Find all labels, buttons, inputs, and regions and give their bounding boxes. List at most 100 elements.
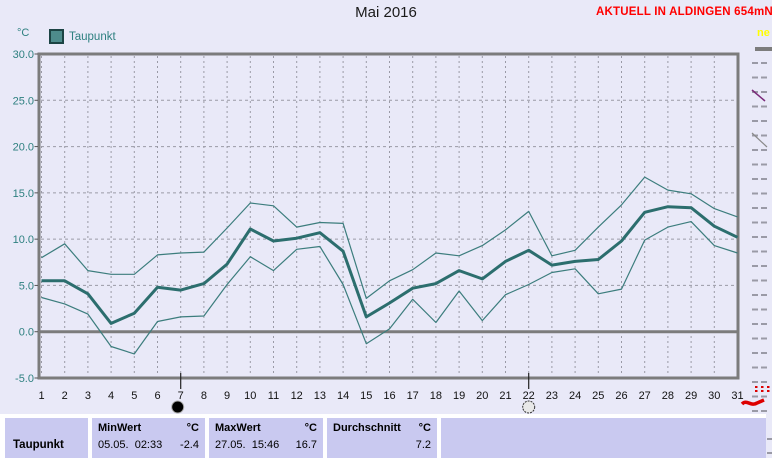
- x-axis-day-label: 3: [85, 390, 91, 402]
- x-axis-day-label: 17: [407, 390, 419, 402]
- min-header: MinWert: [98, 422, 142, 434]
- side-panel-tick: [752, 250, 758, 253]
- side-panel-red-dot: [761, 386, 764, 388]
- x-axis-day-label: 6: [154, 390, 160, 402]
- side-panel-top-bar: [755, 47, 772, 51]
- legend: Taupunkt: [49, 29, 116, 44]
- y-axis-tick-label: 20.0: [13, 142, 34, 154]
- min-unit: °C: [186, 422, 199, 434]
- side-panel-tick: [752, 221, 758, 224]
- stats-cell-min: MinWert °C 05.05. 02:33 -2.4: [92, 418, 205, 458]
- side-panel-red-line: [740, 398, 765, 406]
- side-panel-tick: [761, 294, 767, 296]
- x-axis-day-label: 24: [569, 390, 581, 402]
- side-panel-tick: [752, 207, 758, 209]
- side-panel-tick: [752, 163, 758, 166]
- side-panel-tick: [761, 91, 767, 93]
- y-axis-tick-label: 15.0: [13, 188, 34, 200]
- side-panel-tick: [752, 410, 758, 412]
- side-panel-tick: [761, 265, 767, 267]
- side-panel-tick: [761, 337, 767, 340]
- side-panel-red-dot: [767, 386, 770, 388]
- side-panel-tick: [752, 366, 758, 369]
- y-axis-tick-label: -5.0: [15, 373, 34, 385]
- side-panel-red-dot: [755, 390, 758, 392]
- legend-swatch-icon: [49, 29, 64, 44]
- x-axis-day-label: 18: [430, 390, 442, 402]
- x-axis-day-label: 25: [592, 390, 604, 402]
- side-panel-label-fragment: ne: [757, 27, 770, 39]
- page-title: Mai 2016: [355, 4, 417, 21]
- avg-value: 7.2: [415, 439, 431, 451]
- x-axis-day-label: 27: [639, 390, 651, 402]
- x-axis-day-label: 23: [546, 390, 558, 402]
- y-axis-tick-label: 0.0: [19, 327, 34, 339]
- station-banner: AKTUELL IN ALDINGEN 654mNN: [596, 6, 772, 18]
- dew-point-mean-line: [41, 205, 739, 325]
- side-panel-tick: [752, 381, 758, 383]
- side-panel-tick: [761, 366, 767, 369]
- side-panel-tick: [752, 192, 758, 195]
- side-panel-tick: [752, 395, 758, 398]
- side-panel-tick: [752, 265, 758, 267]
- stats-row-label: Taupunkt: [13, 439, 64, 451]
- side-panel-tick: [761, 250, 767, 253]
- side-panel-tick: [752, 294, 758, 296]
- legend-series-label: Taupunkt: [69, 30, 116, 43]
- x-axis-day-label: 31: [731, 390, 743, 402]
- min-value: -2.4: [180, 439, 199, 451]
- side-panel-tick: [761, 120, 767, 122]
- side-panel-tick: [752, 105, 758, 108]
- side-panel-tick: [752, 323, 758, 325]
- side-panel-red-dot: [761, 390, 764, 392]
- x-axis-day-label: 9: [224, 390, 230, 402]
- y-axis-tick-label: 10.0: [13, 234, 34, 246]
- max-unit: °C: [304, 422, 317, 434]
- side-panel-tick: [761, 207, 767, 209]
- x-axis-day-label: 12: [291, 390, 303, 402]
- side-panel-red-dot: [767, 390, 770, 392]
- side-panel-tick: [761, 410, 767, 412]
- side-panel-tick: [761, 178, 767, 180]
- x-axis-day-label: 10: [244, 390, 256, 402]
- side-panel-red-dot: [755, 386, 758, 388]
- side-panel-tick: [761, 236, 767, 238]
- stats-table: Taupunkt Update MinWert °C 05.05. 02:33 …: [0, 414, 766, 458]
- side-panel-tick: [752, 308, 758, 311]
- side-panel-tick: [761, 221, 767, 224]
- avg-unit: °C: [418, 422, 431, 434]
- side-panel-tick: [761, 308, 767, 311]
- dew-point-max-line: [41, 176, 738, 299]
- x-axis-day-label: 13: [314, 390, 326, 402]
- side-panel-gray-segment: [751, 132, 768, 148]
- y-axis-tick-label: 5.0: [19, 280, 34, 292]
- new-moon-icon: [171, 400, 185, 414]
- y-axis-tick-label: 25.0: [13, 95, 34, 107]
- side-panel-tick: [761, 105, 767, 108]
- side-panel-tick: [752, 62, 758, 64]
- side-panel-tick: [761, 62, 767, 64]
- stats-cell-parameter: Taupunkt Update: [5, 418, 88, 458]
- side-panel-tick: [761, 134, 767, 137]
- side-panel-tick: [761, 76, 767, 79]
- side-panel-tick: [761, 323, 767, 325]
- side-panel-tick: [752, 120, 758, 122]
- side-panel-tick: [761, 192, 767, 195]
- x-axis-day-label: 28: [662, 390, 674, 402]
- side-panel-tick: [752, 236, 758, 238]
- x-axis-day-label: 2: [62, 390, 68, 402]
- side-panel-tick: [761, 395, 767, 398]
- x-axis-day-label: 21: [499, 390, 511, 402]
- max-datetime: 27.05. 15:46: [215, 439, 280, 451]
- side-panel-tick: [761, 381, 767, 383]
- side-panel-tick: [752, 352, 758, 354]
- x-axis-day-label: 16: [383, 390, 395, 402]
- side-panel-tick: [752, 178, 758, 180]
- x-axis-day-label: 30: [708, 390, 720, 402]
- side-panel-tick: [767, 438, 772, 440]
- max-header: MaxWert: [215, 422, 261, 434]
- y-axis-tick-label: 30.0: [13, 49, 34, 61]
- side-panel-tick: [761, 163, 767, 166]
- x-axis-day-label: 8: [201, 390, 207, 402]
- side-panel-tick: [767, 452, 772, 454]
